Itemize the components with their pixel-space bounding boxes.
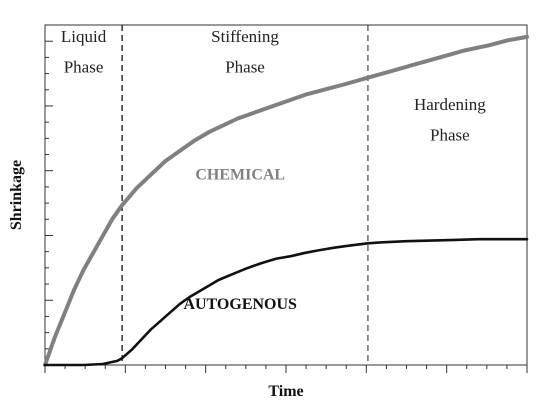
phase-dividers [121,25,369,365]
x-axis-title: Time [268,383,303,400]
series-label-autogenous: AUTOGENOUS [183,296,297,313]
phase-label-stiffening: Stiffening [211,27,279,46]
series-line-chemical [43,34,529,367]
y-axis-title: Shrinkage [8,160,25,230]
phase-label-stiffening: Phase [225,58,265,77]
series-line-autogenous [43,237,529,367]
phase-label-hardening: Hardening [414,95,486,114]
series-lines [43,34,529,367]
phase-label-liquid: Liquid [61,27,107,46]
phase-label-hardening: Phase [430,126,470,145]
series-labels: CHEMICAL AUTOGENOUS [183,167,297,313]
series-label-chemical: CHEMICAL [195,167,285,184]
axis-ticks [44,24,528,373]
phase-label-liquid: Phase [64,58,104,77]
phase-labels: Liquid Phase Stiffening Phase Hardening Phase [61,27,486,145]
plot-area [44,24,528,366]
